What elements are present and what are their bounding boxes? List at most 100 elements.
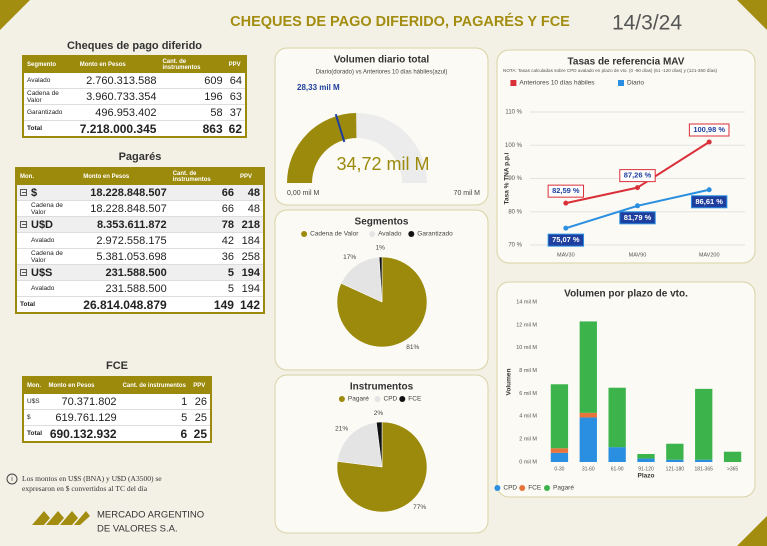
legend-swatch	[544, 485, 550, 491]
legend-label: Avalado	[378, 231, 402, 238]
value-label-box	[619, 169, 656, 183]
table: Segmento Monto en Pesos Cant. de instrumen…	[22, 55, 247, 138]
logo-mark	[32, 511, 90, 525]
row-label: Avalado	[16, 280, 81, 297]
cell: 149	[169, 296, 237, 314]
cell: 66	[169, 185, 237, 201]
row-label: Avalado	[23, 73, 77, 89]
legend-label: Pagaré	[348, 396, 369, 403]
y-tick-label: 80 %	[508, 209, 522, 215]
cell: 37	[225, 104, 246, 121]
legend-swatch	[519, 485, 526, 491]
row-label: Total	[23, 120, 77, 138]
row-label: Garantizado	[23, 104, 77, 121]
row: $18.228.848.507 66 48	[16, 185, 264, 201]
row: $619.761.129 5 25	[23, 409, 211, 426]
cell: 690.132.932	[45, 425, 120, 443]
bar-segment	[579, 412, 597, 418]
cell: 609	[159, 73, 226, 89]
x-tick-label: 0-30	[554, 466, 564, 472]
cell: 48	[236, 185, 264, 201]
cell: 18.228.848.507	[80, 200, 170, 217]
column-header: Monto en Pesos	[80, 168, 170, 185]
legend-label: CPD	[384, 396, 398, 403]
cell: 78	[169, 216, 237, 233]
x-tick-label: 91-120	[638, 466, 654, 472]
cell: 63	[225, 88, 246, 105]
row-label: Total	[16, 296, 81, 314]
bar-segment	[608, 387, 626, 448]
column-header: Mon.	[16, 168, 81, 185]
note: Los montos en U$S (BNA) y U$D (A3500) se…	[22, 474, 162, 494]
legend-swatch	[301, 231, 308, 237]
point	[563, 200, 569, 206]
chart-title: Segmentos	[355, 217, 409, 228]
legend-label: Diario	[627, 80, 644, 87]
legend-swatch	[399, 396, 406, 402]
row: Garantizado 496.953.402 58 37	[23, 104, 246, 121]
cell: 863	[159, 120, 226, 138]
row: Avalado 2.972.558.175 42 184	[16, 232, 264, 249]
legend-swatch	[408, 231, 415, 237]
cell: 25	[190, 409, 211, 426]
cell: 619.761.129	[45, 409, 120, 426]
y-tick-label: 8 mil M	[519, 368, 537, 374]
y-tick-label: 90 %	[508, 176, 522, 182]
point	[706, 187, 712, 193]
y-tick-label: 0 mil M	[519, 459, 537, 465]
bar-segment	[666, 459, 684, 462]
legend-swatch	[494, 485, 501, 491]
row: Cadena de Valor 18.228.848.507 66 48	[16, 200, 264, 217]
y-tick-label: 12 mil M	[516, 322, 537, 328]
column-header: Cant. de instrumentos	[119, 377, 191, 394]
column-header: Cant. de instrumentos	[169, 168, 237, 185]
gauge-value-label: 34,72 mil M	[336, 154, 429, 174]
bar-segment	[579, 321, 597, 413]
gauge-tick-label: 0,00 mil M	[287, 190, 319, 197]
info-icon-glyph: i	[11, 476, 13, 483]
cell: 70.371.802	[45, 394, 120, 410]
cell: 66	[169, 200, 237, 217]
chart-subtitle: Diario(dorado) vs Anteriores 10 días háb…	[316, 70, 448, 76]
header-row: Mon. Monto en Pesos Cant. de instrumentos P…	[23, 377, 211, 394]
value-label-box	[690, 195, 728, 209]
pie-slice	[376, 421, 383, 468]
y-tick-label: 110 %	[505, 110, 522, 116]
chart-title: Volumen diario total	[334, 55, 430, 66]
bar-segment	[608, 447, 626, 462]
value-label: 82,59 %	[552, 186, 580, 195]
x-tick-label: MAV90	[629, 252, 647, 258]
header-row: Mon. Monto en Pesos Cant. de instrumentos P…	[16, 168, 264, 185]
row: Total 7.218.000.345 863 62	[23, 120, 246, 138]
cell: 196	[159, 88, 226, 105]
cell: 2.972.558.175	[80, 232, 170, 249]
legend-swatch	[374, 396, 381, 402]
note-line: expresaron en $ convertidos al TC del dí…	[22, 484, 148, 493]
cell: 7.218.000.345	[76, 120, 160, 138]
table-title: Cheques de pago diferido	[66, 40, 203, 52]
y-tick-label: 2 mil M	[519, 437, 537, 443]
panel	[496, 49, 756, 264]
row-label: Cadena de Valor	[23, 88, 77, 105]
row-label: $	[23, 409, 46, 426]
corner	[0, 0, 30, 30]
slice-label: 77%	[413, 504, 426, 511]
legend-swatch	[510, 80, 517, 86]
y-tick-label: 4 mil M	[519, 414, 537, 420]
row: Avalado 2.760.313.588 609 64	[23, 73, 246, 89]
target-label: 28,33 mil M	[297, 83, 340, 92]
cell: 26	[190, 394, 211, 410]
page-title: CHEQUES DE PAGO DIFERIDO, PAGARÉS Y FCE	[230, 13, 570, 30]
x-tick-label: >365	[727, 466, 738, 472]
cell: 36	[169, 248, 237, 265]
table-title: FCE	[106, 360, 128, 372]
slice-label: 81%	[406, 344, 419, 351]
legend-label: Pagaré	[553, 485, 574, 492]
column-header: PPV	[225, 56, 246, 73]
row-label: Cadena de Valor	[16, 248, 81, 265]
logo-text: DE VALORES S.A.	[97, 524, 178, 535]
cell: 5.381.053.698	[80, 248, 170, 265]
bar-segment	[637, 454, 655, 459]
cell: 496.953.402	[76, 104, 160, 121]
